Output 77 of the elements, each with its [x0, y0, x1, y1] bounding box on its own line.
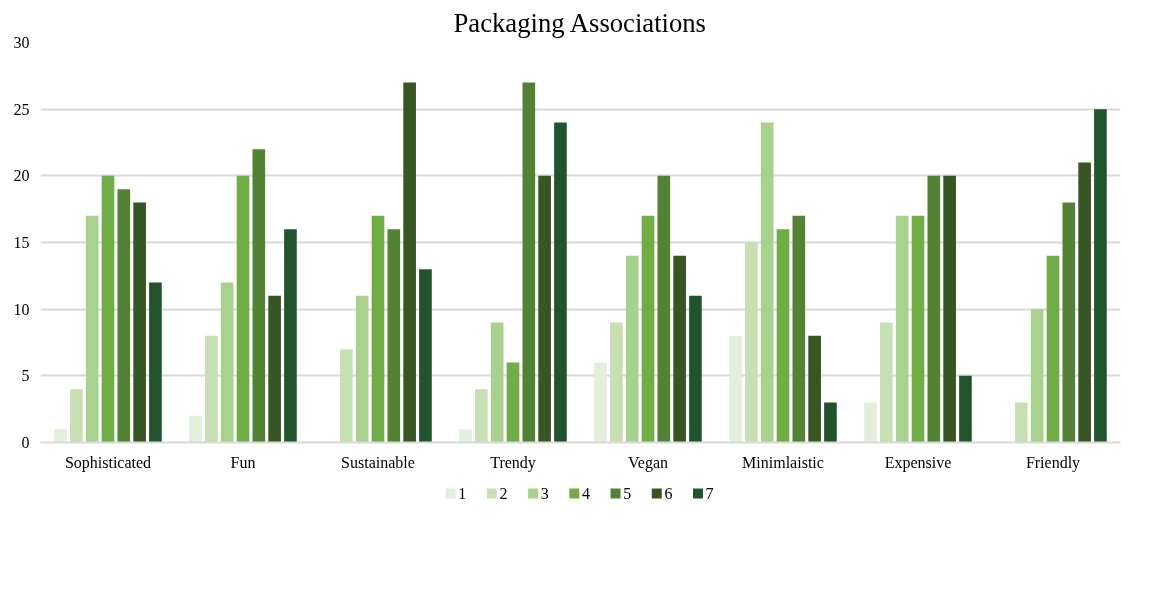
bar: [625, 255, 639, 443]
bar: [880, 322, 893, 443]
bar: [459, 429, 472, 443]
legend-label: 4: [581, 485, 590, 502]
bar: [355, 295, 369, 443]
bar: [610, 322, 623, 443]
bar: [1078, 162, 1091, 443]
bar: [387, 229, 401, 443]
bar: [189, 415, 202, 443]
legend-label: 3: [540, 485, 549, 502]
bar: [538, 175, 551, 443]
bar: [554, 122, 567, 443]
bar: [776, 229, 790, 443]
x-tick-label: Sustainable: [341, 453, 415, 471]
x-tick-label: Trendy: [490, 453, 536, 472]
bar: [371, 215, 385, 443]
bar: [475, 389, 488, 443]
bar: [824, 402, 837, 443]
bar: [792, 215, 806, 443]
bar: [101, 175, 115, 443]
bar: [808, 335, 821, 443]
bar: [340, 349, 353, 443]
bar: [403, 82, 416, 443]
legend-label: 6: [664, 485, 673, 502]
bar: [943, 175, 956, 443]
bar: [673, 255, 686, 443]
bar: [1030, 309, 1044, 443]
x-tick-label: Minimlaistic: [742, 453, 824, 471]
bar: [745, 242, 758, 443]
bar: [117, 189, 131, 443]
x-tick-label: Friendly: [1025, 453, 1081, 472]
bar: [252, 149, 266, 443]
bar: [85, 215, 99, 443]
bar: [689, 295, 702, 443]
bar: [268, 295, 281, 443]
bar: [911, 215, 925, 443]
bar: [641, 215, 655, 443]
y-tick-label: 10: [13, 300, 30, 318]
bar: [657, 175, 671, 443]
bar: [284, 229, 297, 443]
bar: [1046, 255, 1060, 443]
y-tick-label: 20: [13, 167, 30, 185]
bar: [506, 362, 520, 443]
bar: [864, 402, 877, 443]
bar: [959, 375, 972, 443]
bar: [70, 389, 83, 443]
bar: [729, 335, 742, 443]
bar: [220, 282, 234, 443]
bar: [1015, 402, 1028, 443]
x-tick-label: Expensive: [884, 453, 952, 472]
bar: [205, 335, 218, 443]
chart-title: Packaging Associations: [453, 7, 706, 38]
legend-label: 7: [705, 485, 714, 502]
bar: [490, 322, 504, 443]
bar: [54, 429, 67, 443]
bar: [522, 82, 536, 443]
bar: [1094, 109, 1107, 443]
bar: [594, 362, 607, 443]
bar: [927, 175, 941, 443]
bar: [895, 215, 909, 443]
bar: [133, 202, 146, 443]
legend-label: 5: [623, 485, 632, 502]
legend-label: 1: [458, 485, 467, 502]
bar: [419, 269, 432, 443]
x-tick-label: Fun: [230, 453, 256, 471]
x-tick-label: Vegan: [628, 453, 668, 472]
y-tick-label: 5: [21, 367, 30, 385]
legend-label: 2: [499, 485, 508, 502]
y-tick-label: 25: [13, 100, 30, 118]
bar: [1062, 202, 1076, 443]
bar: [236, 175, 250, 443]
y-tick-label: 0: [21, 434, 30, 451]
y-tick-label: 15: [13, 234, 30, 251]
bar: [149, 282, 162, 443]
y-tick-label: 30: [13, 34, 30, 51]
x-tick-label: Sophisticated: [64, 453, 152, 472]
bar: [760, 122, 774, 443]
